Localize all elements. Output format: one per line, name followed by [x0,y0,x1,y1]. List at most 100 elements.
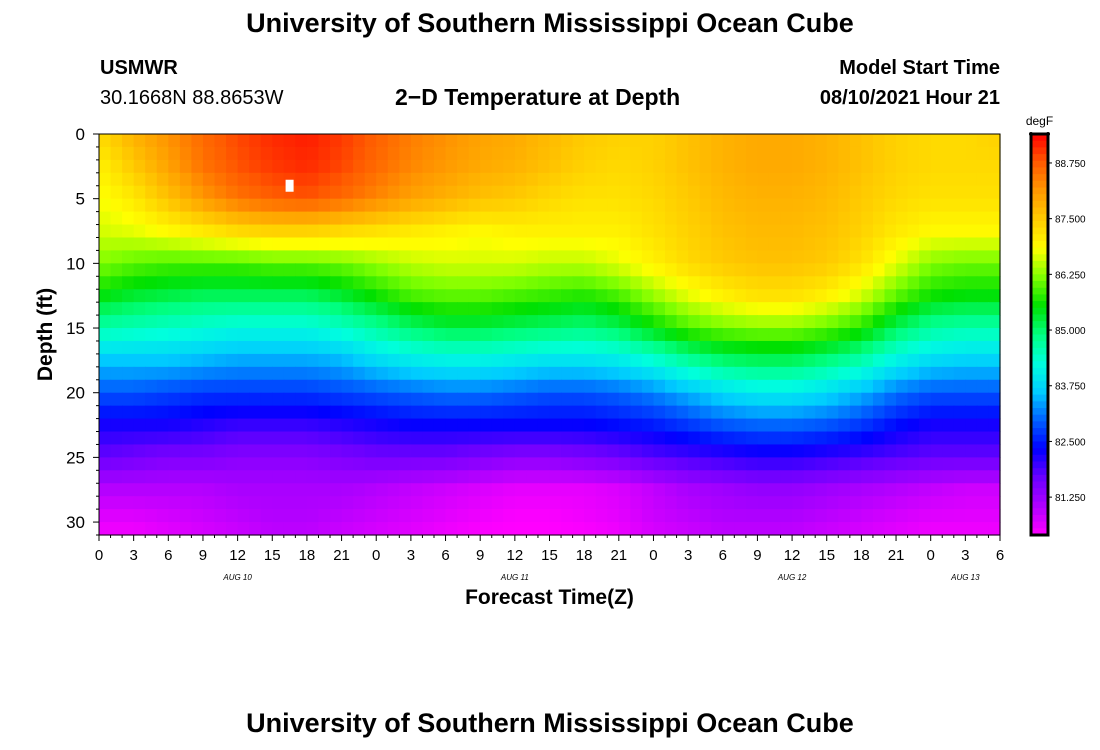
heatmap-cell [191,353,204,368]
heatmap-cell [457,146,470,161]
heatmap-cell [745,379,759,394]
heatmap-cell [595,418,608,433]
heatmap-cell [976,509,990,523]
heatmap-cell [410,328,424,342]
heatmap-cell [387,457,400,471]
heatmap-cell [745,263,759,277]
temperature-depth-chart: 0 3 6 9 12 15 18 21 0 3 6 9 12 15 18 21 0 3 6 9 12 15 18 21 0 3 6A… [34,114,1086,609]
heatmap-cell [191,315,204,329]
heatmap-cell [422,353,435,368]
heatmap-cell [584,470,597,484]
heatmap-cell [838,276,851,290]
colorbar-segment [1031,428,1048,436]
heatmap-cell [792,379,805,394]
heatmap-cell [457,379,470,394]
heatmap-cell [699,198,712,213]
heatmap-cell [491,302,504,316]
colorbar-segment [1031,494,1048,503]
heatmap-cell [133,509,146,523]
heatmap-cell [202,457,216,471]
heatmap-cell [942,522,955,536]
heatmap-cell [387,483,400,497]
y-tick-label: 10 [66,254,85,273]
heatmap-cell [318,522,331,536]
heatmap-cell [572,340,585,355]
heatmap-cell [457,263,470,277]
heatmap-cell [976,470,990,484]
heatmap-cell [330,444,343,458]
heatmap-cell [595,483,608,497]
heatmap-cell [237,457,250,471]
heatmap-cell [283,276,296,290]
heatmap-cell [364,392,377,407]
heatmap-cell [618,470,631,484]
heatmap-cell [145,483,158,497]
heatmap-cell [641,470,655,484]
heatmap-cell [341,159,354,174]
heatmap-cell [122,418,135,433]
heatmap-cell [133,159,146,174]
heatmap-cell [953,366,966,381]
heatmap-cell [549,457,562,471]
heatmap-cell [260,185,273,200]
heatmap-cell [260,496,273,510]
heatmap-cell [976,444,990,458]
heatmap-cell [503,198,516,213]
heatmap-cell [468,340,481,355]
heatmap-cell [792,392,805,407]
heatmap-cell [399,134,412,148]
heatmap-cell [549,392,562,407]
heatmap-cell [249,185,262,200]
heatmap-cell [110,340,123,355]
heatmap-cell [260,224,273,239]
heatmap-cell [260,198,273,213]
colorbar-segment [1031,240,1048,249]
heatmap-cell [826,276,839,290]
heatmap-cell [826,353,839,368]
heatmap-cell [780,328,793,342]
heatmap-cell [376,457,389,471]
heatmap-cell [572,211,585,226]
heatmap-cell [214,522,227,536]
heatmap-cell [711,509,724,523]
heatmap-cell [353,224,366,239]
x-tick-label: 6 [996,547,1004,564]
heatmap-cell [884,353,897,368]
heatmap-cell [688,224,701,239]
heatmap-cell [249,418,262,433]
heatmap-cell [445,405,458,420]
heatmap-cell [122,198,135,213]
heatmap-cell [399,366,412,381]
heatmap-cell [653,392,666,407]
heatmap-cell [688,353,701,368]
heatmap-cell [607,250,620,264]
heatmap-cell [618,405,631,420]
heatmap-cell [99,444,112,458]
heatmap-cell [399,392,412,407]
heatmap-cell [826,172,839,187]
heatmap-cell [780,289,793,303]
heatmap-cell [745,431,759,446]
heatmap-cell [537,302,551,316]
heatmap-cell [815,509,828,523]
heatmap-cell [410,457,424,471]
heatmap-cell [711,496,724,510]
heatmap-cell [156,522,169,536]
heatmap-cell [330,405,343,420]
heatmap-cell [699,392,712,407]
colorbar-segment [1031,207,1048,215]
heatmap-cell [792,159,805,174]
heatmap-cell [572,444,585,458]
heatmap-cell [630,159,643,174]
heatmap-cell [122,237,135,252]
heatmap-cell [503,509,516,523]
heatmap-cell [133,315,146,329]
heatmap-cell [364,470,377,484]
heatmap-cell [919,353,932,368]
heatmap-cell [884,263,897,277]
heatmap-cell [907,198,920,213]
heatmap-cell [537,457,551,471]
heatmap-cell [768,159,782,174]
heatmap-cell [907,315,920,329]
heatmap-cell [260,276,273,290]
